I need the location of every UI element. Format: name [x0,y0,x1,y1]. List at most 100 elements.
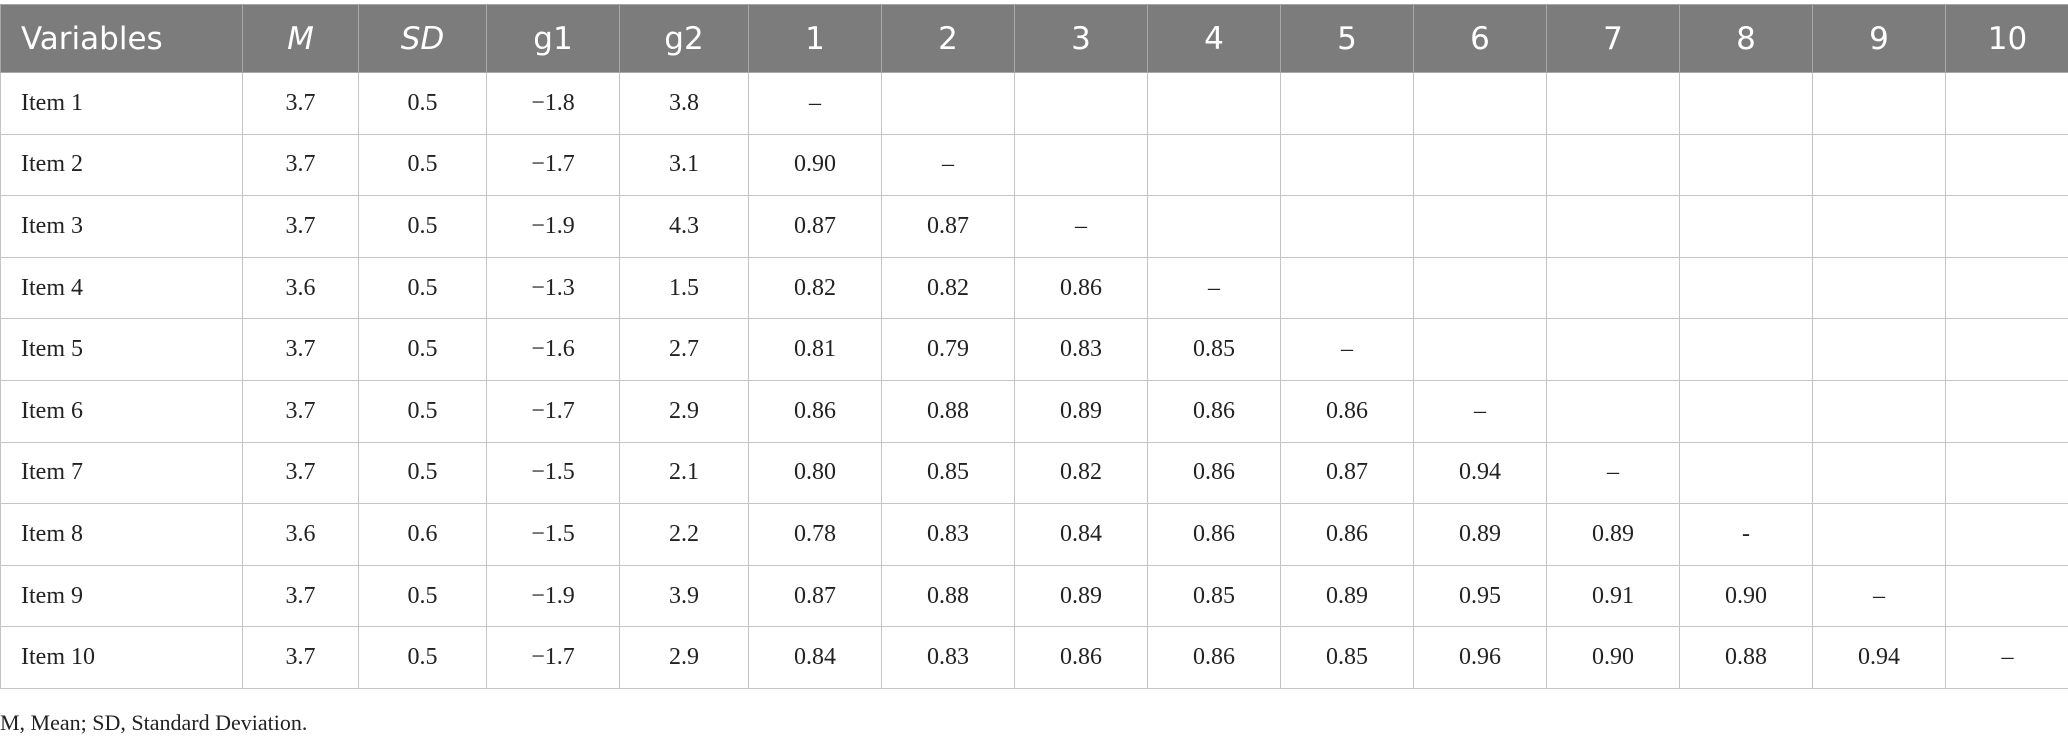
table-cell: 0.82 [1014,441,1148,505]
table-cell: −1.3 [486,256,620,320]
table-cell: 3.1 [619,133,749,197]
table-cell: 0.85 [1280,626,1414,689]
column-header: 7 [1546,4,1680,73]
table-cell [1546,256,1680,320]
table-cell: – [1413,379,1547,443]
table-row: Item 5 3.7 0.5 −1.6 2.7 0.81 0.79 0.83 0.85– [0,318,2068,381]
column-header: SD [358,4,487,73]
table-cell [1812,318,1946,381]
table-cell: 0.84 [1014,503,1148,566]
table-cell: 0.86 [748,379,882,443]
table-cell: 0.88 [1679,626,1813,689]
table-cell: 0.94 [1812,626,1946,689]
table-row: Item 1 3.7 0.5 −1.8 3.8– [0,72,2068,135]
table-cell: 0.87 [881,195,1015,258]
table-cell [1280,72,1414,135]
table-cell [1546,195,1680,258]
correlation-table: Variables M SD g1 g2 1 2 3 4 5 6 7 8 9 10 Item 1 3.7 0.5… [0,4,2068,689]
table-cell: 0.90 [748,133,882,197]
column-header: 3 [1014,4,1148,73]
table-cell: 0.82 [748,256,882,320]
column-header: Variables [0,4,243,73]
table-cell: 0.80 [748,441,882,505]
table-cell: 0.83 [881,626,1015,689]
table-cell: 0.5 [358,626,487,689]
table-cell: −1.9 [486,195,620,258]
table-row: Item 4 3.6 0.5 −1.3 1.5 0.82 0.82 0.86– [0,256,2068,320]
table-cell: 0.89 [1413,503,1547,566]
table-cell: 3.9 [619,564,749,628]
table-cell: 0.85 [881,441,1015,505]
table-row: Item 8 3.6 0.6 −1.5 2.2 0.78 0.83 0.84 0.86 0.86 0… [0,503,2068,566]
table-body: Item 1 3.7 0.5 −1.8 3.8– Item 2 3.7 0.5 −1.7 3.1 0… [0,72,2068,689]
table-cell: −1.5 [486,441,620,505]
table-cell [1812,256,1946,320]
table-cell [1945,503,2068,566]
table-cell: 0.5 [358,195,487,258]
table-cell [1945,318,2068,381]
table-cell [1147,133,1281,197]
table-cell: −1.7 [486,379,620,443]
table-cell [1945,72,2068,135]
table-cell: – [748,72,882,135]
table-cell: 0.87 [748,564,882,628]
table-cell: – [1280,318,1414,381]
table-cell [1546,318,1680,381]
table-cell: – [1014,195,1148,258]
row-label: Item 8 [0,503,243,566]
table-cell: 0.89 [1014,564,1148,628]
table-cell [1147,72,1281,135]
table-cell: 3.6 [242,503,359,566]
table-cell: 0.95 [1413,564,1547,628]
table-cell [1280,133,1414,197]
column-header: 2 [881,4,1015,73]
table-cell [1679,195,1813,258]
row-label: Item 9 [0,564,243,628]
table-cell: 0.90 [1546,626,1680,689]
table-cell: −1.7 [486,133,620,197]
table-cell [1679,133,1813,197]
table-cell: 0.94 [1413,441,1547,505]
table-cell: 3.6 [242,256,359,320]
table-cell: 3.7 [242,379,359,443]
table-cell [1812,195,1946,258]
table-cell: 0.5 [358,256,487,320]
row-label: Item 6 [0,379,243,443]
column-header: 6 [1413,4,1547,73]
table-cell: 0.81 [748,318,882,381]
row-label: Item 5 [0,318,243,381]
table-cell: 0.6 [358,503,487,566]
table-cell [1679,441,1813,505]
table-cell [1147,195,1281,258]
table-cell: 0.86 [1280,503,1414,566]
table-cell [1546,72,1680,135]
table-row: Item 10 3.7 0.5 −1.7 2.9 0.84 0.83 0.86 0.86 0.85… [0,626,2068,689]
row-label: Item 10 [0,626,243,689]
table-cell [1812,72,1946,135]
table-cell: 0.78 [748,503,882,566]
table-cell: 0.83 [1014,318,1148,381]
column-header: 1 [748,4,882,73]
table-cell [1812,503,1946,566]
table-cell: 0.5 [358,133,487,197]
column-header: 9 [1812,4,1946,73]
table-cell [1413,133,1547,197]
table-row: Item 6 3.7 0.5 −1.7 2.9 0.86 0.88 0.89 0.86 0.86– [0,379,2068,443]
column-header: 4 [1147,4,1281,73]
table-cell [1679,256,1813,320]
table-cell: 0.96 [1413,626,1547,689]
table-cell: 0.90 [1679,564,1813,628]
table-cell: −1.9 [486,564,620,628]
table-cell: 0.88 [881,564,1015,628]
table-cell [1413,195,1547,258]
table-cell: 3.7 [242,72,359,135]
table-cell [1413,318,1547,381]
table-cell: 0.89 [1546,503,1680,566]
table-cell [1945,195,2068,258]
table-cell: −1.5 [486,503,620,566]
column-header: 5 [1280,4,1414,73]
row-label: Item 1 [0,72,243,135]
table-cell: 0.87 [748,195,882,258]
table-cell [1546,133,1680,197]
table-cell: – [1546,441,1680,505]
